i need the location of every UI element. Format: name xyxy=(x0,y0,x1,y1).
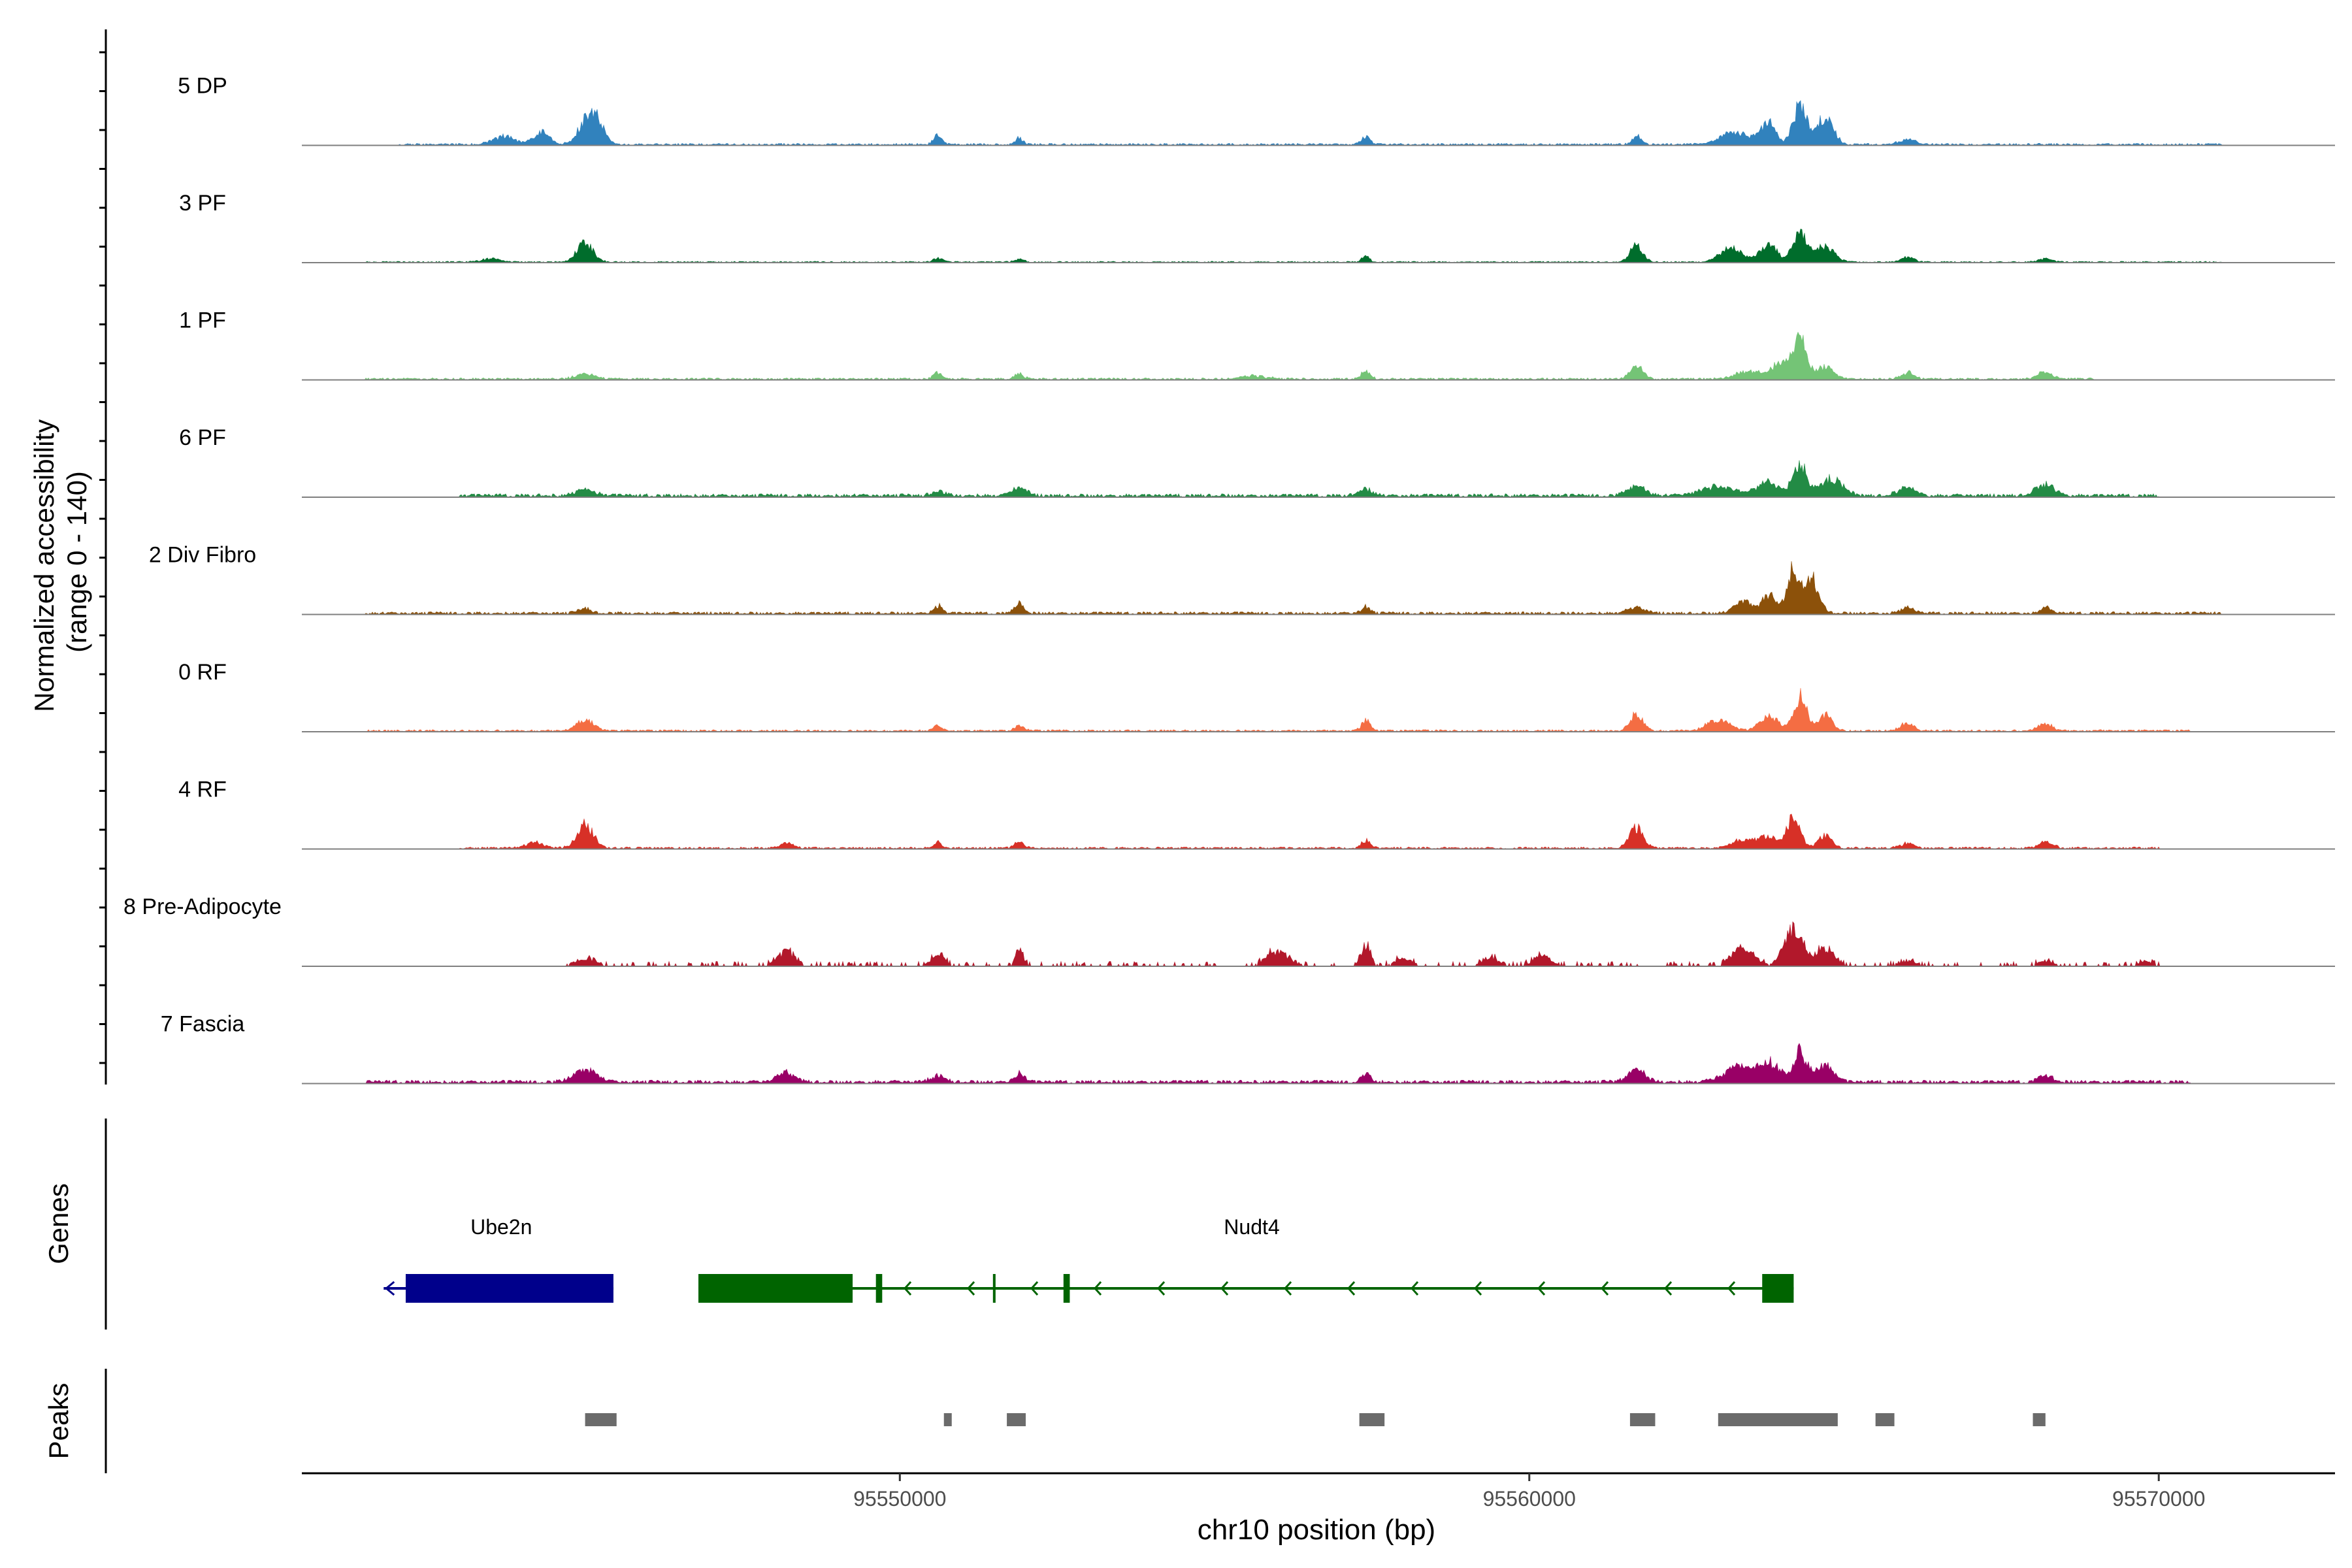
gene-label: Nudt4 xyxy=(1224,1215,1279,1239)
track-label: 7 Fascia xyxy=(161,1012,245,1037)
peak-regions xyxy=(585,1413,2046,1426)
x-axis-ticks: 95550000 95560000 95570000 xyxy=(853,1473,2205,1511)
track-label: 6 PF xyxy=(179,425,226,450)
track-6-pf: 6 PF xyxy=(179,425,2335,498)
gene-annotation: Ube2n Nudt4 xyxy=(384,1215,1794,1303)
gene-exon xyxy=(1762,1274,1794,1303)
coverage-area xyxy=(302,813,2335,849)
coverage-area xyxy=(302,460,2335,498)
peak-region xyxy=(1007,1413,1026,1426)
strand-arrow xyxy=(1094,1281,1102,1296)
strand-arrow xyxy=(384,1281,395,1296)
peak-region xyxy=(1359,1413,1385,1426)
track-label: 3 PF xyxy=(179,191,226,216)
peaks-title: Peaks xyxy=(43,1383,74,1460)
track-label: 0 RF xyxy=(178,660,227,685)
track-1-pf: 1 PF xyxy=(179,308,2335,381)
strand-arrow xyxy=(967,1281,975,1296)
track-3-pf: 3 PF xyxy=(179,191,2335,263)
peak-region xyxy=(585,1413,617,1426)
coverage-area xyxy=(302,1043,2335,1085)
track-2-div-fibro: 2 Div Fibro xyxy=(149,543,2335,615)
gene-exon xyxy=(405,1274,613,1303)
strand-arrow xyxy=(1474,1281,1482,1296)
strand-arrow xyxy=(904,1281,912,1296)
x-tick-label: 95550000 xyxy=(853,1487,946,1511)
track-4-rf: 4 RF xyxy=(178,777,2335,850)
peak-region xyxy=(2033,1413,2046,1426)
strand-arrow xyxy=(1284,1281,1292,1296)
y-axis-ticks xyxy=(99,51,106,1064)
coverage-area xyxy=(302,921,2335,968)
strand-arrow xyxy=(1347,1281,1356,1296)
gene-label: Ube2n xyxy=(470,1215,532,1239)
track-label: 5 DP xyxy=(178,74,227,99)
x-tick-label: 95570000 xyxy=(2112,1487,2205,1511)
peak-region xyxy=(1718,1413,1838,1426)
gene-exon xyxy=(875,1274,883,1303)
genes-title: Genes xyxy=(43,1183,74,1264)
gene-ube2n: Ube2n xyxy=(384,1215,613,1303)
track-5-dp: 5 DP xyxy=(178,74,2335,146)
coverage-area xyxy=(302,229,2335,263)
x-axis-title: chr10 position (bp) xyxy=(1198,1514,1435,1546)
strand-arrow xyxy=(1220,1281,1229,1296)
coverage-area xyxy=(302,561,2335,615)
track-7-fascia: 7 Fascia xyxy=(161,1012,2335,1085)
strand-arrow xyxy=(1537,1281,1546,1296)
gene-exon xyxy=(1063,1274,1070,1303)
strand-arrow xyxy=(1601,1281,1609,1296)
track-label: 4 RF xyxy=(178,777,227,802)
track-0-rf: 0 RF xyxy=(178,660,2335,732)
track-label: 2 Div Fibro xyxy=(149,543,256,568)
peak-region xyxy=(1629,1413,1656,1426)
track-8-pre-adipocyte: 8 Pre-Adipocyte xyxy=(123,894,2335,968)
strand-arrow xyxy=(1157,1281,1166,1296)
strand-arrow xyxy=(1411,1281,1419,1296)
coverage-area xyxy=(302,331,2335,380)
coverage-area xyxy=(302,688,2335,732)
strand-arrow xyxy=(1664,1281,1673,1296)
coverage-area xyxy=(302,100,2335,146)
strand-arrow xyxy=(1727,1281,1736,1296)
peak-region xyxy=(1875,1413,1895,1426)
gene-exon xyxy=(698,1274,853,1303)
peak-region xyxy=(943,1413,952,1426)
strand-arrow xyxy=(1030,1281,1039,1296)
coverage-tracks: 5 DP 3 PF 1 PF 6 PF 2 Div Fibro 0 RF 4 RF 8 Pre… xyxy=(123,74,2335,1085)
track-label: 1 PF xyxy=(179,308,226,333)
y-axis-title: Normalized accessibility (range 0 - 140) xyxy=(29,412,92,712)
gene-nudt4: Nudt4 xyxy=(698,1215,1794,1303)
x-tick-label: 95560000 xyxy=(1483,1487,1576,1511)
track-label: 8 Pre-Adipocyte xyxy=(123,894,282,919)
